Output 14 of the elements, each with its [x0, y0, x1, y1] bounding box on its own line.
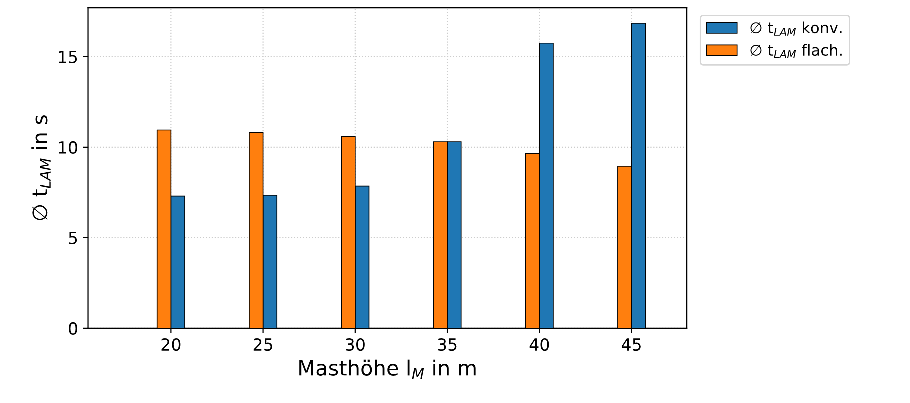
x-tick-label: 40 [530, 338, 550, 352]
x-tick-label: 30 [346, 338, 365, 352]
y-tick-label: 0 [69, 322, 78, 336]
x-tick-label: 35 [438, 338, 457, 352]
x-tick-label: 20 [162, 338, 181, 352]
legend-label: ∅ t$_{LAM}$ konv. [750, 22, 842, 36]
x-axis-title: Masthöhe l$_{M}$ in m [300, 360, 476, 380]
x-tick-label: 25 [254, 338, 272, 352]
y-axis-title: ∅ t$_{LAM}$ in s [32, 116, 51, 220]
y-tick-label: 15 [59, 51, 78, 64]
x-tick-label: 45 [622, 338, 641, 352]
y-tick-label: 10 [59, 141, 78, 154]
legend-label: ∅ t$_{LAM}$ flach. [750, 44, 842, 58]
y-tick-label: 5 [69, 232, 78, 245]
